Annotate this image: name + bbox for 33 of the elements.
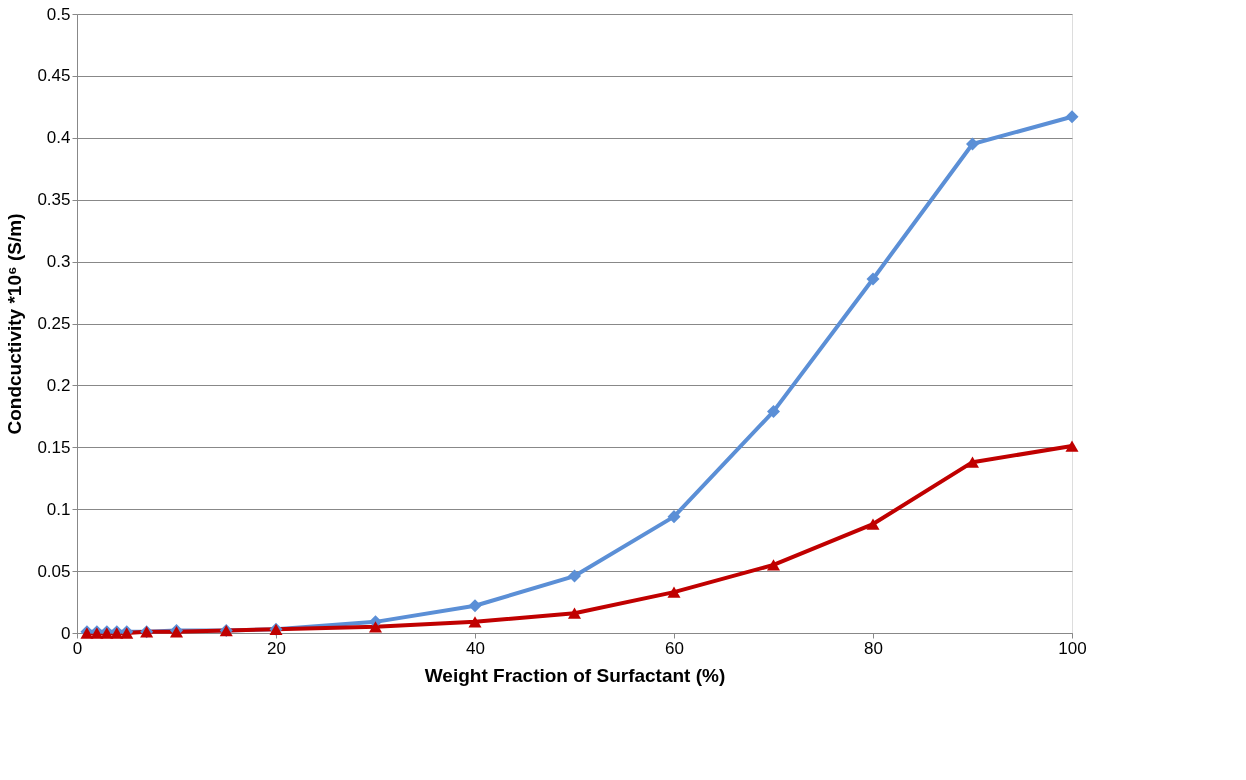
point bbox=[766, 559, 781, 571]
x-tick-label: 60 bbox=[665, 638, 684, 658]
y-axis-title: Condcuctivity *10⁶ (S/m) bbox=[4, 213, 26, 435]
point bbox=[368, 621, 383, 633]
y-tick-label: 0.3 bbox=[46, 252, 71, 272]
point bbox=[866, 272, 880, 286]
x-tick-label: 20 bbox=[267, 638, 286, 658]
point bbox=[468, 616, 482, 628]
point bbox=[965, 456, 980, 468]
y-tick-label: 0.2 bbox=[46, 375, 71, 395]
y-tick-label: 0.45 bbox=[37, 66, 71, 86]
y-tick-label: 0.15 bbox=[37, 437, 71, 457]
x-tick-label: 40 bbox=[466, 638, 485, 658]
x-tick-label: 80 bbox=[864, 638, 883, 658]
y-tick-label: 0.25 bbox=[37, 314, 71, 333]
point bbox=[667, 586, 681, 598]
point bbox=[965, 137, 980, 151]
y-tick-label: 0.05 bbox=[37, 561, 71, 581]
point bbox=[567, 607, 582, 619]
point bbox=[766, 404, 781, 418]
point bbox=[567, 569, 582, 583]
y-tick-label: 0.35 bbox=[37, 190, 71, 210]
point bbox=[667, 510, 681, 524]
x-axis-title: Weight Fraction of Surfactant (%) bbox=[424, 664, 726, 686]
y-tick-label: 0.5 bbox=[46, 4, 71, 24]
x-tick-label: 100 bbox=[1058, 638, 1087, 658]
point bbox=[468, 599, 482, 613]
point bbox=[1065, 110, 1079, 124]
point bbox=[866, 518, 880, 530]
point bbox=[1065, 440, 1079, 452]
y-tick-label: 0.1 bbox=[46, 499, 71, 519]
y-tick-label: 0 bbox=[61, 623, 71, 643]
y-tick-label: 0.4 bbox=[46, 128, 71, 148]
